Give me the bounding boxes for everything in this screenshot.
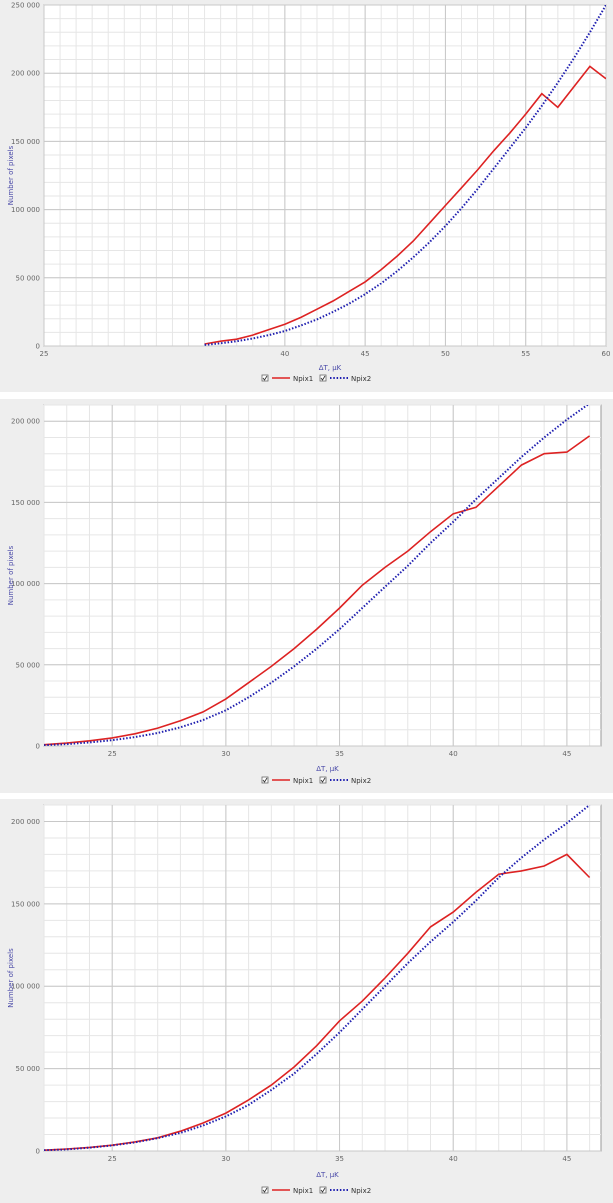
x-tick-label: 55 [521, 350, 530, 358]
legend-checkbox-npix2[interactable] [319, 1186, 327, 1194]
series-line-npix1 [44, 853, 591, 1151]
series-line-npix2 [44, 405, 590, 746]
legend-label-npix1: Npix1 [293, 1187, 313, 1195]
chart-panel-3: 25 30 35 40 45 0 50 000 100 000 150 000 200 000 ΔT… [0, 799, 613, 1203]
y-axis-label: Number of pixels [7, 545, 15, 605]
chart-svg-1: 25 40 45 50 55 60 0 50 000 100 000 150 000 200 000… [7, 2, 611, 384]
check-icon [262, 375, 268, 381]
legend-checkbox-npix2[interactable] [319, 374, 327, 382]
check-icon [320, 777, 326, 783]
y-tick-label: 0 [36, 743, 40, 751]
x-tick-label: 50 [441, 350, 450, 358]
x-tick-label: 40 [280, 350, 289, 358]
y-tick-label: 200 000 [11, 70, 40, 78]
x-tick-label: 30 [221, 1155, 230, 1163]
x-tick-label: 45 [562, 750, 571, 758]
y-tick-label: 200 000 [11, 418, 40, 426]
plot-area [43, 804, 602, 1152]
x-tick-label: 45 [361, 350, 370, 358]
legend-label-npix2: Npix2 [351, 375, 371, 383]
y-tick-label: 150 000 [11, 900, 40, 908]
legend-label-npix2: Npix2 [351, 777, 371, 785]
y-tick-label: 100 000 [11, 206, 40, 214]
y-tick-label: 50 000 [16, 1065, 41, 1073]
chart-svg-3: 25 30 35 40 45 0 50 000 100 000 150 000 200 000 ΔT… [7, 804, 602, 1195]
y-axis-label: Number of pixels [7, 145, 15, 205]
x-tick-label: 35 [335, 750, 344, 758]
legend-checkbox-npix1[interactable] [261, 776, 269, 784]
chart-panel-1: 25 40 45 50 55 60 0 50 000 100 000 150 000 200 000… [0, 0, 613, 392]
series-line-npix1 [44, 435, 591, 746]
x-tick-label: 30 [221, 750, 230, 758]
series-line-npix2 [44, 805, 591, 1151]
legend-checkbox-npix1[interactable] [261, 1186, 269, 1194]
x-axis-label: ΔT, μK [316, 765, 339, 773]
y-tick-label: 100 000 [11, 580, 40, 588]
x-tick-label: 25 [40, 350, 49, 358]
x-axis-label: ΔT, μK [319, 364, 342, 372]
y-axis-label: Number of pixels [7, 948, 15, 1008]
plot-area [43, 404, 602, 747]
y-tick-label: 50 000 [16, 274, 41, 282]
y-tick-label: 150 000 [11, 138, 40, 146]
y-tick-label: 100 000 [11, 983, 40, 991]
plot-area [43, 4, 607, 347]
check-icon [320, 375, 326, 381]
x-tick-label: 25 [108, 1155, 117, 1163]
y-tick-label: 150 000 [11, 499, 40, 507]
legend-label-npix2: Npix2 [351, 1187, 371, 1195]
legend-checkbox-npix2[interactable] [319, 776, 327, 784]
check-icon [320, 1187, 326, 1193]
legend-label-npix1: Npix1 [293, 375, 313, 383]
x-tick-label: 35 [335, 1155, 344, 1163]
x-axis-label: ΔT, μK [316, 1171, 339, 1179]
chart-svg-2: 25 30 35 40 45 0 50 000 100 000 150 000 200 000 ΔT… [7, 404, 602, 785]
y-tick-label: 50 000 [16, 661, 41, 669]
x-tick-label: 60 [602, 350, 611, 358]
chart-panel-2: 25 30 35 40 45 0 50 000 100 000 150 000 200 000 ΔT… [0, 399, 613, 793]
y-tick-label: 250 000 [11, 2, 40, 10]
legend-label-npix1: Npix1 [293, 777, 313, 785]
y-tick-label: 0 [36, 343, 40, 351]
x-tick-label: 45 [562, 1155, 571, 1163]
y-tick-label: 0 [36, 1148, 40, 1156]
check-icon [262, 1187, 268, 1193]
x-tick-label: 40 [449, 1155, 458, 1163]
series-line-npix1 [204, 65, 606, 345]
legend-checkbox-npix1[interactable] [261, 374, 269, 382]
x-tick-label: 25 [108, 750, 117, 758]
x-tick-label: 40 [449, 750, 458, 758]
y-tick-label: 200 000 [11, 818, 40, 826]
check-icon [262, 777, 268, 783]
